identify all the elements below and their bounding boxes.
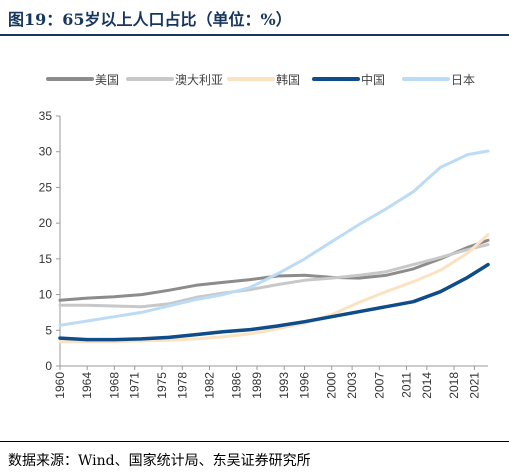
legend-label-4: 日本 <box>451 73 475 87</box>
y-tick-label: 15 <box>39 252 53 266</box>
series-line-4 <box>58 149 490 327</box>
series-line-3 <box>58 262 490 342</box>
source-rule <box>0 441 509 442</box>
x-tick-label: 2021 <box>467 372 481 399</box>
x-tick-label: 1971 <box>128 372 142 399</box>
legend-label-1: 澳大利亚 <box>175 73 223 87</box>
y-tick-label: 10 <box>39 288 53 302</box>
x-tick-label: 2000 <box>325 372 339 399</box>
x-tick-label: 1960 <box>53 372 67 399</box>
figure-header: 图19：65岁以上人口占比（单位：%） <box>0 0 509 38</box>
legend-label-0: 美国 <box>95 73 119 87</box>
y-tick-label: 0 <box>45 359 52 373</box>
legend-label-2: 韩国 <box>276 72 300 87</box>
series-line-1 <box>58 243 490 309</box>
x-tick-label: 1968 <box>107 372 121 399</box>
y-tick-label: 30 <box>39 145 53 159</box>
y-tick-label: 20 <box>39 216 53 230</box>
x-tick-label: 1978 <box>175 372 189 399</box>
x-tick-label: 1996 <box>298 372 312 399</box>
x-tick-label: 1982 <box>202 372 216 399</box>
x-tick-label: 2011 <box>399 372 413 398</box>
y-tick-label: 35 <box>39 109 53 123</box>
title-rule <box>0 34 509 36</box>
line-chart: 0 5 10 15 20 25 30 35 1960 1964 1968 1971 1975 1978 19… <box>39 72 490 399</box>
series-line-2 <box>58 233 490 344</box>
x-tick-label: 1986 <box>230 372 244 399</box>
legend-label-3: 中国 <box>361 72 385 87</box>
y-tick-label: 5 <box>45 323 52 337</box>
x-tick-label: 2003 <box>345 372 359 399</box>
x-tick-label: 1993 <box>277 372 291 399</box>
y-tick-label: 25 <box>39 180 53 194</box>
x-tick-label: 2018 <box>447 372 461 399</box>
source-note: 数据来源：Wind、国家统计局、东吴证券研究所 <box>8 453 311 469</box>
x-tick-label: 1964 <box>80 372 94 399</box>
x-tick-label: 1975 <box>155 372 169 399</box>
x-tick-label: 2007 <box>372 372 386 399</box>
series-line-0 <box>58 238 490 302</box>
figure-title: 图19：65岁以上人口占比（单位：%） <box>8 10 292 29</box>
x-tick-label: 1989 <box>250 372 264 399</box>
x-tick-label: 2014 <box>420 372 434 399</box>
